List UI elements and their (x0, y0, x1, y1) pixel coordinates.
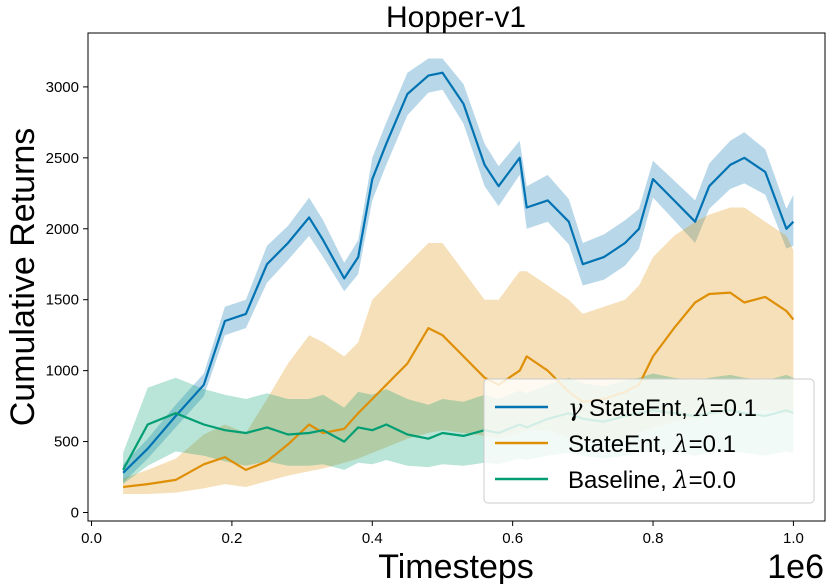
y-tick-label: 2500 (46, 150, 79, 167)
x-axis-label: Timesteps (378, 548, 534, 584)
x-tick-label: 0.6 (502, 530, 523, 547)
chart-title: Hopper-v1 (386, 1, 526, 34)
x-tick-label: 0.4 (362, 530, 383, 547)
series-0-line (122, 71, 795, 474)
legend-label-1: StateEnt, λ=0.1 (568, 430, 736, 458)
y-tick-label: 1000 (46, 363, 79, 380)
x-axis-ticks: 0.0 0.2 0.4 0.6 0.8 1.0 (81, 521, 804, 547)
x-axis-offset-label: 1e6 (767, 548, 824, 584)
x-tick-label: 1.0 (783, 530, 804, 547)
y-tick-label: 3000 (46, 79, 79, 96)
y-tick-label: 2000 (46, 221, 79, 238)
plot-frame (87, 32, 826, 522)
series-1-line (122, 291, 795, 489)
legend-label-2: Baseline, λ=0.0 (568, 466, 736, 494)
y-axis-ticks: 0 500 1000 1500 2000 2500 3000 (46, 79, 88, 521)
x-tick-label: 0.8 (643, 530, 664, 547)
y-tick-label: 0 (71, 504, 79, 521)
y-tick-label: 500 (54, 434, 79, 451)
y-tick-label: 1500 (46, 292, 79, 309)
legend-box (483, 378, 815, 504)
x-tick-label: 0.2 (221, 530, 242, 547)
legend-label-0: γ StateEnt, λ=0.1 (568, 394, 757, 422)
x-tick-label: 0.0 (81, 530, 102, 547)
y-axis-label: Cumulative Returns (4, 128, 42, 427)
legend: γ StateEnt, λ=0.1 StateEnt, λ=0.1 Baseline… (483, 378, 815, 504)
